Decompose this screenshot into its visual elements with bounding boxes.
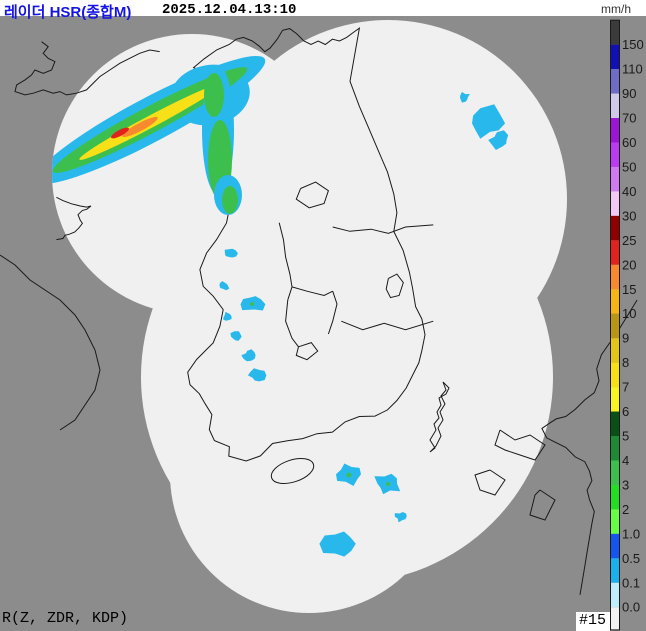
svg-text:0.1: 0.1	[622, 575, 640, 590]
svg-text:110: 110	[622, 62, 643, 77]
svg-text:90: 90	[622, 86, 636, 101]
svg-text:6: 6	[622, 404, 629, 419]
svg-text:50: 50	[622, 160, 636, 175]
svg-text:15: 15	[622, 282, 636, 297]
svg-text:40: 40	[622, 184, 636, 199]
svg-text:10: 10	[622, 306, 636, 321]
svg-text:4: 4	[622, 453, 629, 468]
svg-text:30: 30	[622, 208, 636, 223]
svg-text:3: 3	[622, 477, 629, 492]
svg-text:0.0: 0.0	[622, 600, 640, 615]
svg-text:70: 70	[622, 111, 636, 126]
svg-text:1.0: 1.0	[622, 526, 640, 541]
svg-text:0.5: 0.5	[622, 551, 640, 566]
svg-text:25: 25	[622, 233, 636, 248]
svg-text:7: 7	[622, 380, 629, 395]
svg-text:5: 5	[622, 429, 629, 444]
svg-text:150: 150	[622, 37, 644, 52]
svg-text:8: 8	[622, 355, 629, 370]
svg-text:20: 20	[622, 257, 636, 272]
svg-text:2: 2	[622, 502, 629, 517]
svg-text:60: 60	[622, 135, 636, 150]
svg-text:9: 9	[622, 331, 629, 346]
